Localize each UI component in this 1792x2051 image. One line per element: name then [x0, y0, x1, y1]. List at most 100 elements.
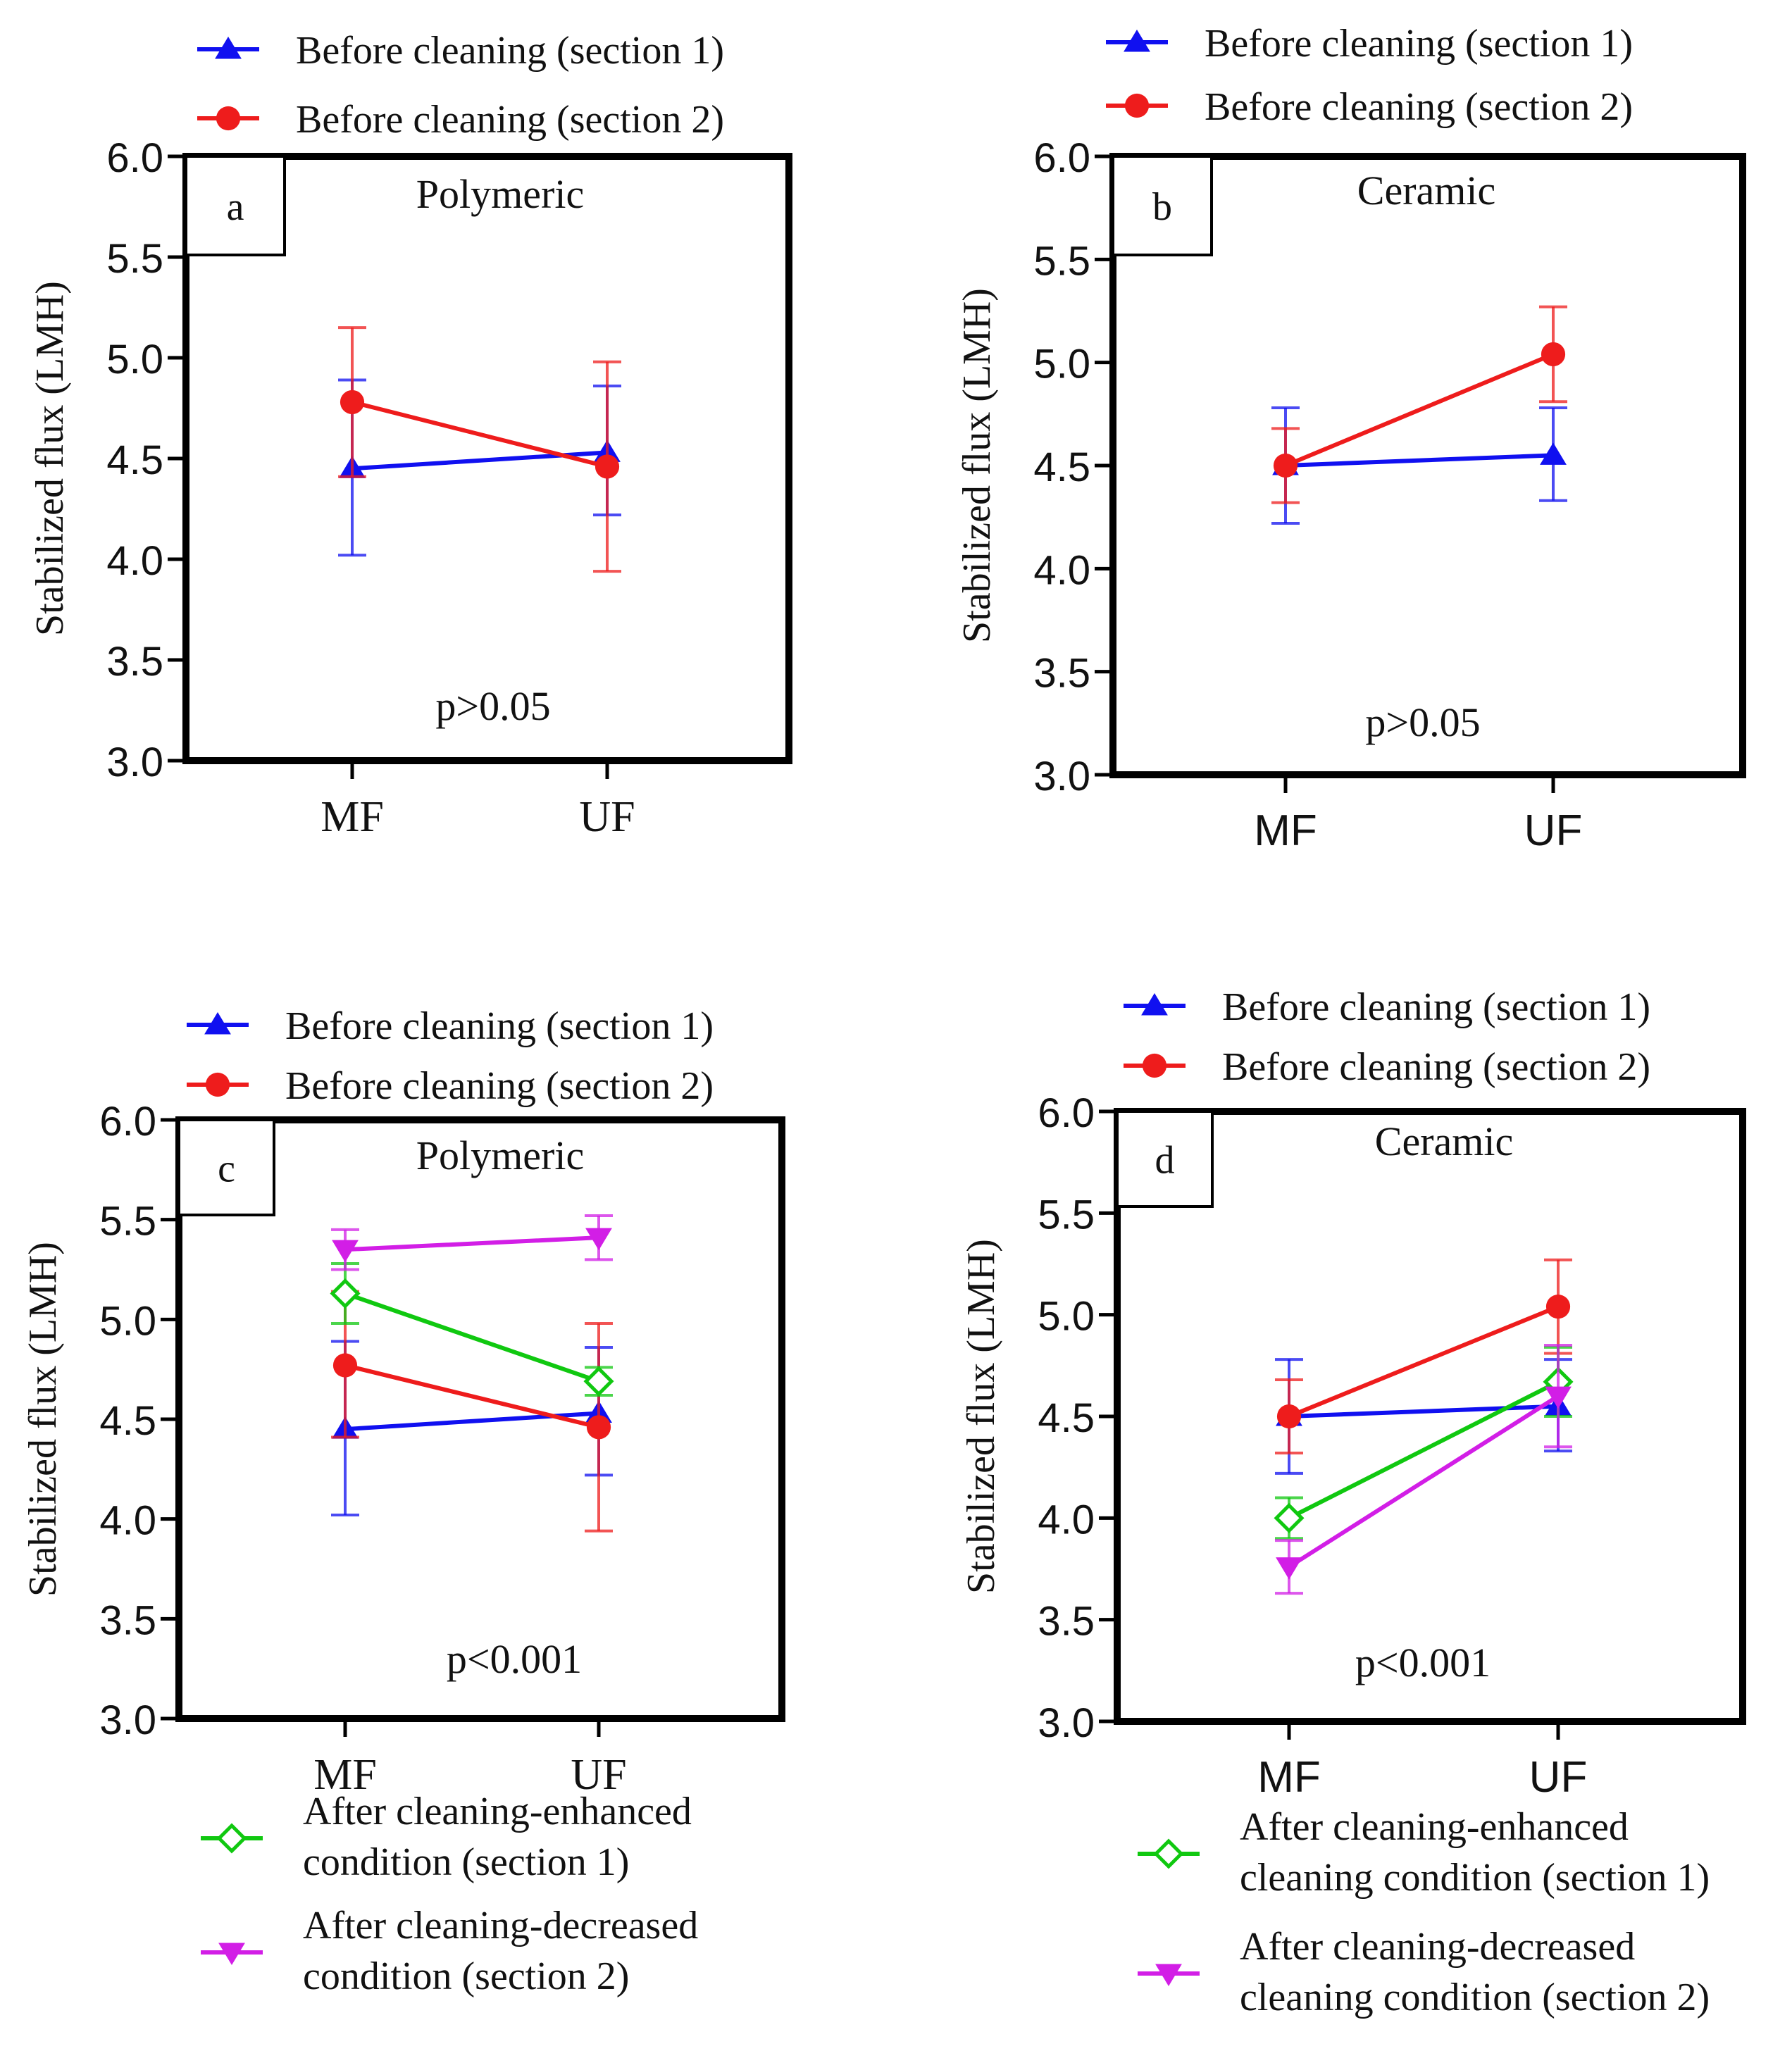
series-0 — [1271, 406, 1567, 525]
chart-title: Ceramic — [1357, 168, 1495, 213]
series-line — [1288, 1380, 1560, 1521]
y-tick-label: 4.5 — [1038, 1395, 1095, 1441]
series-1 — [1275, 1258, 1572, 1454]
y-tick-label: 3.0 — [106, 740, 163, 785]
legend-entry: After cleaning-enhanced cleaning conditio… — [1138, 1805, 1710, 1900]
panel-label: b — [1152, 185, 1172, 229]
panel-label-box — [1112, 155, 1213, 256]
data-point — [585, 1228, 612, 1251]
legend-label: Before cleaning (section 2) — [296, 98, 724, 142]
legend-marker — [205, 1072, 230, 1097]
series-line — [1288, 1394, 1560, 1569]
data-point — [340, 389, 365, 415]
x-tick-label: UF — [1529, 1753, 1588, 1802]
data-point — [1274, 1502, 1305, 1533]
legend-marker — [1141, 993, 1168, 1016]
series-line — [1288, 1304, 1560, 1419]
chart-title: Ceramic — [1375, 1118, 1513, 1164]
data-point — [1540, 442, 1567, 465]
y-tick-label: 4.0 — [1038, 1497, 1095, 1542]
y-tick-label: 5.0 — [1033, 342, 1090, 387]
y-axis-label: Stabilized flux (LMH) — [21, 1242, 65, 1597]
legend-label-line1: After cleaning-decreased — [1240, 1925, 1635, 1969]
x-tick-label: MF — [1257, 1753, 1321, 1802]
y-tick-label: 3.0 — [1033, 754, 1090, 799]
series-3 — [1275, 1343, 1572, 1595]
legend-label-line2: cleaning condition (section 2) — [1240, 1976, 1710, 2019]
y-tick-label: 3.0 — [1038, 1700, 1095, 1746]
y-tick-label: 4.0 — [1033, 547, 1090, 593]
x-tick-label: MF — [313, 1751, 377, 1799]
data-point — [1276, 1404, 1302, 1429]
y-tick-label: 3.5 — [1033, 651, 1090, 697]
legend-marker — [1124, 93, 1150, 118]
series-line — [1284, 352, 1555, 468]
data-point — [1541, 342, 1566, 367]
legend-entry: Before cleaning (section 1) — [1106, 22, 1633, 66]
y-tick-label: 4.5 — [1033, 444, 1090, 490]
y-tick-label: 3.0 — [99, 1697, 156, 1743]
legend-label: Before cleaning (section 1) — [1222, 985, 1650, 1029]
legend-entry: After cleaning-decreased condition (secti… — [201, 1904, 698, 1998]
x-tick-label: MF — [1254, 806, 1317, 855]
y-tick-label: 3.5 — [106, 639, 163, 685]
chart-title: Polymeric — [416, 1133, 584, 1178]
y-tick-label: 5.0 — [106, 337, 163, 382]
series-2 — [330, 1262, 614, 1397]
y-tick-label: 3.5 — [99, 1597, 156, 1643]
x-tick-label: MF — [321, 793, 384, 841]
y-axis-label: Stabilized flux (LMH) — [955, 288, 999, 643]
data-point — [1273, 453, 1298, 478]
p-value-annotation: p>0.05 — [1365, 699, 1480, 745]
legend-marker — [216, 106, 241, 131]
y-tick-label: 4.5 — [99, 1398, 156, 1444]
legend-label-line1: After cleaning-enhanced — [1240, 1805, 1629, 1849]
y-tick-label: 4.5 — [106, 437, 163, 483]
x-tick-label: UF — [1524, 806, 1583, 855]
series-1 — [338, 326, 621, 573]
x-tick-label: UF — [579, 793, 635, 841]
legend-marker — [1155, 1964, 1182, 1986]
legend-marker — [1142, 1053, 1167, 1078]
chart-panel-c: 3.0 3.5 4.0 4.5 5.0 5.5 6.0 MF UF Stabilized flux… — [21, 1004, 785, 1998]
legend-entry: After cleaning-decreased cleaning conditi… — [1138, 1925, 1710, 2019]
legend-marker — [215, 37, 242, 59]
legend-label-line1: After cleaning-decreased — [303, 1904, 698, 1947]
legend-marker — [1153, 1838, 1184, 1869]
legend-marker — [218, 1943, 245, 1965]
legend-entry: Before cleaning (section 2) — [1124, 1045, 1650, 1089]
panel-label: c — [218, 1147, 235, 1191]
legend-marker — [1124, 30, 1150, 52]
legend-entry: Before cleaning (section 1) — [1124, 985, 1650, 1029]
legend-label: Before cleaning (section 1) — [285, 1004, 714, 1048]
legend-marker — [204, 1012, 231, 1035]
data-point — [330, 1278, 361, 1309]
y-tick-label: 5.5 — [1033, 238, 1090, 284]
panel-label-box — [185, 155, 286, 256]
y-axis-label: Stabilized flux (LMH) — [28, 281, 72, 636]
series-2 — [1274, 1345, 1574, 1540]
panel-label-box — [178, 1118, 275, 1216]
y-tick-label: 5.0 — [99, 1298, 156, 1344]
y-tick-label: 5.5 — [1038, 1192, 1095, 1238]
series-line — [344, 1363, 599, 1430]
y-tick-label: 5.5 — [99, 1199, 156, 1245]
chart-panel-b: 3.0 3.5 4.0 4.5 5.0 5.5 6.0 MF UF Stabilized flux… — [955, 22, 1746, 855]
data-point — [1276, 1557, 1302, 1580]
y-axis-label: Stabilized flux (LMH) — [959, 1239, 1003, 1594]
data-point — [586, 1415, 611, 1440]
legend-label: Before cleaning (section 1) — [1205, 22, 1633, 66]
y-tick-label: 5.5 — [106, 236, 163, 282]
chart-title: Polymeric — [416, 171, 584, 217]
y-tick-label: 5.0 — [1038, 1294, 1095, 1340]
chart-panel-d: 3.0 3.5 4.0 4.5 5.0 5.5 6.0 MF UF Stabilized flux… — [959, 985, 1746, 2019]
legend-label-line1: After cleaning-enhanced — [303, 1790, 692, 1833]
y-tick-label: 4.0 — [106, 538, 163, 584]
legend-entry: Before cleaning (section 1) — [197, 29, 724, 73]
series-0 — [331, 1340, 613, 1516]
legend-entry: Before cleaning (section 2) — [1106, 85, 1633, 129]
panel-label: d — [1155, 1139, 1175, 1183]
series-line — [344, 1291, 599, 1384]
p-value-annotation: p<0.001 — [1355, 1640, 1491, 1685]
